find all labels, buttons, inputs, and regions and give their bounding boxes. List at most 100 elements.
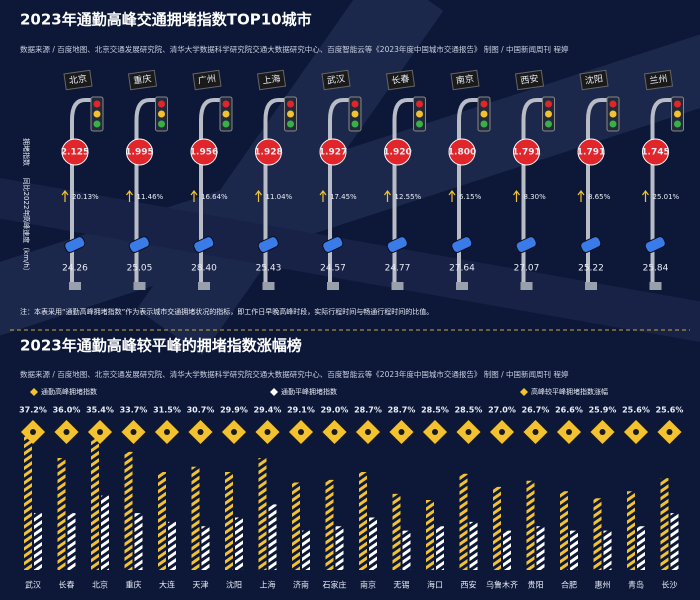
offpeak-bar xyxy=(335,526,344,570)
light xyxy=(93,120,101,128)
offpeak-bar xyxy=(570,530,578,570)
light xyxy=(287,120,294,128)
offpeak-bar xyxy=(637,526,645,570)
increase-label: 29.9% xyxy=(220,406,248,415)
light xyxy=(351,120,359,128)
offpeak-bar xyxy=(101,495,109,570)
index-label: 1.995 xyxy=(125,148,153,158)
index-label: 1.956 xyxy=(190,148,218,158)
peak-bar xyxy=(392,493,401,570)
light xyxy=(545,120,552,128)
city-label: 长沙 xyxy=(662,580,678,590)
light xyxy=(158,120,165,128)
city-label: 西安 xyxy=(520,72,540,86)
pole-base xyxy=(649,282,662,290)
index-badge xyxy=(190,138,218,166)
speed-label: 27.64 xyxy=(449,264,475,274)
legend-label: 高峰较平峰拥堵指数涨幅 xyxy=(531,387,608,396)
increase-label: 26.6% xyxy=(555,406,583,415)
up-arrow xyxy=(61,190,69,202)
city-label: 南京 xyxy=(360,580,376,590)
increase-label: 25.9% xyxy=(589,406,617,415)
up-arrow xyxy=(384,190,391,202)
bottom-source: 数据来源 / 百度地图、北京交通发展研究院、清华大学数据科学研究院交通大数据研究… xyxy=(20,369,569,379)
city-sign xyxy=(514,69,545,91)
light xyxy=(674,110,681,118)
increase-label: 29.0% xyxy=(321,406,349,415)
speed-label: 24.26 xyxy=(62,264,88,274)
pole xyxy=(70,98,93,290)
city-label: 济南 xyxy=(293,580,309,590)
offpeak-bar xyxy=(268,504,277,570)
car-icon xyxy=(580,236,602,253)
increase-label: 30.7% xyxy=(187,406,215,415)
offpeak-bar xyxy=(168,521,176,570)
offpeak-bar xyxy=(469,521,478,570)
sign-figure xyxy=(666,429,673,435)
light xyxy=(287,110,294,118)
light xyxy=(222,110,230,118)
light xyxy=(480,110,488,118)
light xyxy=(609,110,617,118)
offpeak-bar xyxy=(134,513,143,570)
city-sign xyxy=(450,69,480,91)
peak-bar xyxy=(191,466,200,570)
sign-figure xyxy=(599,429,606,435)
index-badge xyxy=(513,138,540,166)
sign-figure xyxy=(30,429,36,435)
index-label: 1.920 xyxy=(383,148,411,158)
increase-label: 28.7% xyxy=(388,406,416,415)
car-icon xyxy=(386,236,408,253)
increase-label: 35.4% xyxy=(86,406,114,415)
city-label: 重庆 xyxy=(126,580,142,590)
index-badge xyxy=(384,138,411,166)
increase-label: 33.7% xyxy=(120,406,148,415)
offpeak-bar xyxy=(436,526,444,570)
row-label: 拥堵指数 xyxy=(22,138,31,166)
pole-base xyxy=(262,282,275,290)
index-label: 1.791 xyxy=(512,148,540,158)
city-label: 沈阳 xyxy=(226,580,242,590)
pole-base xyxy=(585,282,597,290)
peak-bar xyxy=(560,491,568,570)
city-label: 兰州 xyxy=(649,72,669,86)
light xyxy=(416,100,423,108)
light xyxy=(674,120,681,128)
peak-bar xyxy=(225,472,233,570)
legend-label: 通勤高峰拥堵指数 xyxy=(41,387,97,396)
peak-bar xyxy=(325,479,334,570)
sign-figure xyxy=(432,429,438,435)
increase-label: 28.5% xyxy=(455,406,483,415)
offpeak-bar xyxy=(603,530,612,570)
change-label: 12.55% xyxy=(395,193,422,201)
index-label: 2.125 xyxy=(61,148,89,158)
light xyxy=(609,100,617,108)
index-badge xyxy=(61,138,89,166)
peak-bar xyxy=(24,436,32,570)
offpeak-bar xyxy=(34,513,42,570)
city-label: 贵阳 xyxy=(528,580,544,590)
change-label: 8.30% xyxy=(524,193,547,201)
row-label: 高峰速度（km/h） xyxy=(22,215,31,275)
change-label: 11.46% xyxy=(137,193,164,201)
pole-base xyxy=(327,282,339,290)
city-label: 石家庄 xyxy=(323,580,347,590)
city-label: 长春 xyxy=(59,580,75,590)
peak-bar xyxy=(593,498,602,570)
increase-label: 31.5% xyxy=(153,406,181,415)
increase-label: 29.1% xyxy=(287,406,315,415)
city-label: 合肥 xyxy=(561,580,577,590)
sign-figure xyxy=(465,429,472,435)
offpeak-bar xyxy=(670,513,679,570)
legend-icon xyxy=(520,388,528,396)
city-label: 上海 xyxy=(260,580,276,590)
speed-label: 24.77 xyxy=(385,264,411,274)
index-badge xyxy=(577,138,605,166)
up-arrow xyxy=(126,190,133,202)
change-label: 6.15% xyxy=(459,193,482,201)
city-label: 乌鲁木齐 xyxy=(486,580,518,590)
index-badge xyxy=(126,138,153,166)
up-arrow xyxy=(255,190,262,202)
light xyxy=(222,120,230,128)
